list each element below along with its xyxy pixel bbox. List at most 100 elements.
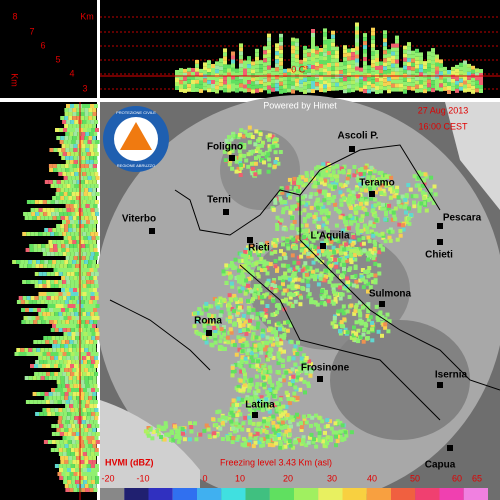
radar-echo bbox=[307, 435, 312, 440]
profile-cell bbox=[80, 224, 85, 228]
profile-cell bbox=[76, 376, 81, 380]
radar-echo bbox=[300, 286, 305, 290]
radar-echo bbox=[366, 184, 371, 189]
radar-echo bbox=[238, 388, 243, 393]
radar-echo bbox=[376, 312, 381, 317]
profile-cell bbox=[87, 316, 92, 320]
radar-echo bbox=[293, 299, 298, 304]
radar-echo bbox=[361, 339, 366, 344]
profile-cell bbox=[56, 380, 61, 384]
profile-cell bbox=[52, 344, 57, 348]
profile-cell bbox=[64, 260, 69, 264]
profile-cell bbox=[459, 70, 463, 75]
profile-cell bbox=[94, 372, 99, 376]
profile-cell bbox=[76, 380, 81, 384]
profile-cell bbox=[263, 58, 267, 63]
radar-echo bbox=[247, 407, 252, 412]
profile-cell bbox=[94, 200, 99, 204]
radar-echo bbox=[261, 443, 266, 448]
profile-cell bbox=[82, 408, 87, 412]
profile-cell bbox=[43, 412, 48, 416]
radar-echo bbox=[349, 248, 354, 253]
radar-echo bbox=[285, 243, 290, 248]
profile-cell bbox=[77, 488, 82, 492]
profile-cell bbox=[53, 168, 58, 172]
profile-cell bbox=[60, 392, 65, 396]
profile-cell bbox=[259, 60, 263, 65]
radar-echo bbox=[300, 229, 305, 234]
profile-cell bbox=[84, 240, 89, 244]
radar-echo bbox=[348, 195, 353, 200]
radar-echo bbox=[266, 278, 271, 283]
profile-cell bbox=[71, 336, 76, 340]
radar-echo bbox=[281, 207, 286, 212]
profile-cell bbox=[52, 396, 57, 400]
profile-cell bbox=[59, 316, 64, 320]
profile-cell bbox=[58, 464, 63, 468]
profile-cell bbox=[68, 456, 73, 460]
profile-cell bbox=[73, 256, 78, 260]
profile-cell bbox=[383, 42, 387, 47]
radar-echo bbox=[316, 225, 321, 229]
radar-echo bbox=[237, 279, 241, 284]
profile-cell bbox=[79, 412, 84, 416]
profile-cell bbox=[415, 72, 419, 77]
profile-cell bbox=[86, 416, 91, 420]
radar-echo bbox=[202, 304, 207, 309]
radar-echo bbox=[301, 195, 305, 200]
profile-cell bbox=[77, 288, 81, 292]
radar-echo bbox=[346, 280, 351, 285]
radar-echo bbox=[244, 278, 249, 283]
color-swatch bbox=[342, 488, 367, 500]
profile-cell bbox=[71, 432, 76, 436]
profile-cell bbox=[88, 348, 93, 352]
profile-cell bbox=[81, 308, 85, 312]
profile-cell bbox=[427, 51, 431, 56]
profile-cell bbox=[38, 208, 43, 212]
profile-cell bbox=[91, 128, 95, 132]
profile-cell bbox=[84, 136, 89, 140]
profile-cell bbox=[94, 184, 99, 188]
radar-echo bbox=[358, 278, 363, 283]
profile-cell bbox=[391, 63, 395, 68]
radar-echo bbox=[258, 149, 263, 154]
profile-cell bbox=[291, 57, 295, 62]
profile-cell bbox=[207, 80, 211, 85]
profile-cell bbox=[59, 140, 64, 144]
profile-cell bbox=[84, 324, 88, 328]
profile-cell bbox=[339, 78, 343, 83]
radar-echo bbox=[351, 234, 356, 239]
radar-echo bbox=[386, 206, 391, 211]
radar-echo bbox=[279, 200, 284, 205]
radar-echo bbox=[219, 299, 224, 304]
radar-echo bbox=[331, 245, 336, 250]
city-label: Rieti bbox=[248, 243, 270, 254]
radar-echo bbox=[227, 416, 232, 421]
radar-echo bbox=[227, 135, 231, 140]
profile-cell bbox=[331, 46, 335, 51]
profile-cell bbox=[80, 368, 85, 372]
radar-echo bbox=[401, 223, 405, 228]
profile-cell bbox=[415, 48, 419, 53]
profile-cell bbox=[411, 66, 415, 71]
profile-cell bbox=[66, 356, 71, 360]
radar-echo bbox=[322, 437, 327, 442]
profile-cell bbox=[95, 480, 100, 484]
profile-cell bbox=[363, 89, 367, 94]
profile-cell bbox=[91, 388, 95, 392]
profile-cell bbox=[87, 176, 92, 180]
radar-echo bbox=[259, 395, 264, 400]
radar-echo bbox=[238, 163, 243, 167]
profile-cell bbox=[49, 340, 54, 344]
profile-cell bbox=[227, 76, 231, 81]
altitude-label: 3 bbox=[82, 83, 87, 93]
radar-echo bbox=[361, 332, 366, 337]
profile-cell bbox=[72, 348, 77, 352]
profile-cell bbox=[87, 432, 92, 436]
profile-cell bbox=[431, 80, 435, 85]
profile-cell bbox=[295, 86, 299, 91]
radar-echo bbox=[236, 384, 241, 389]
radar-echo bbox=[346, 288, 351, 293]
profile-cell bbox=[50, 364, 54, 368]
radar-echo bbox=[251, 263, 255, 268]
